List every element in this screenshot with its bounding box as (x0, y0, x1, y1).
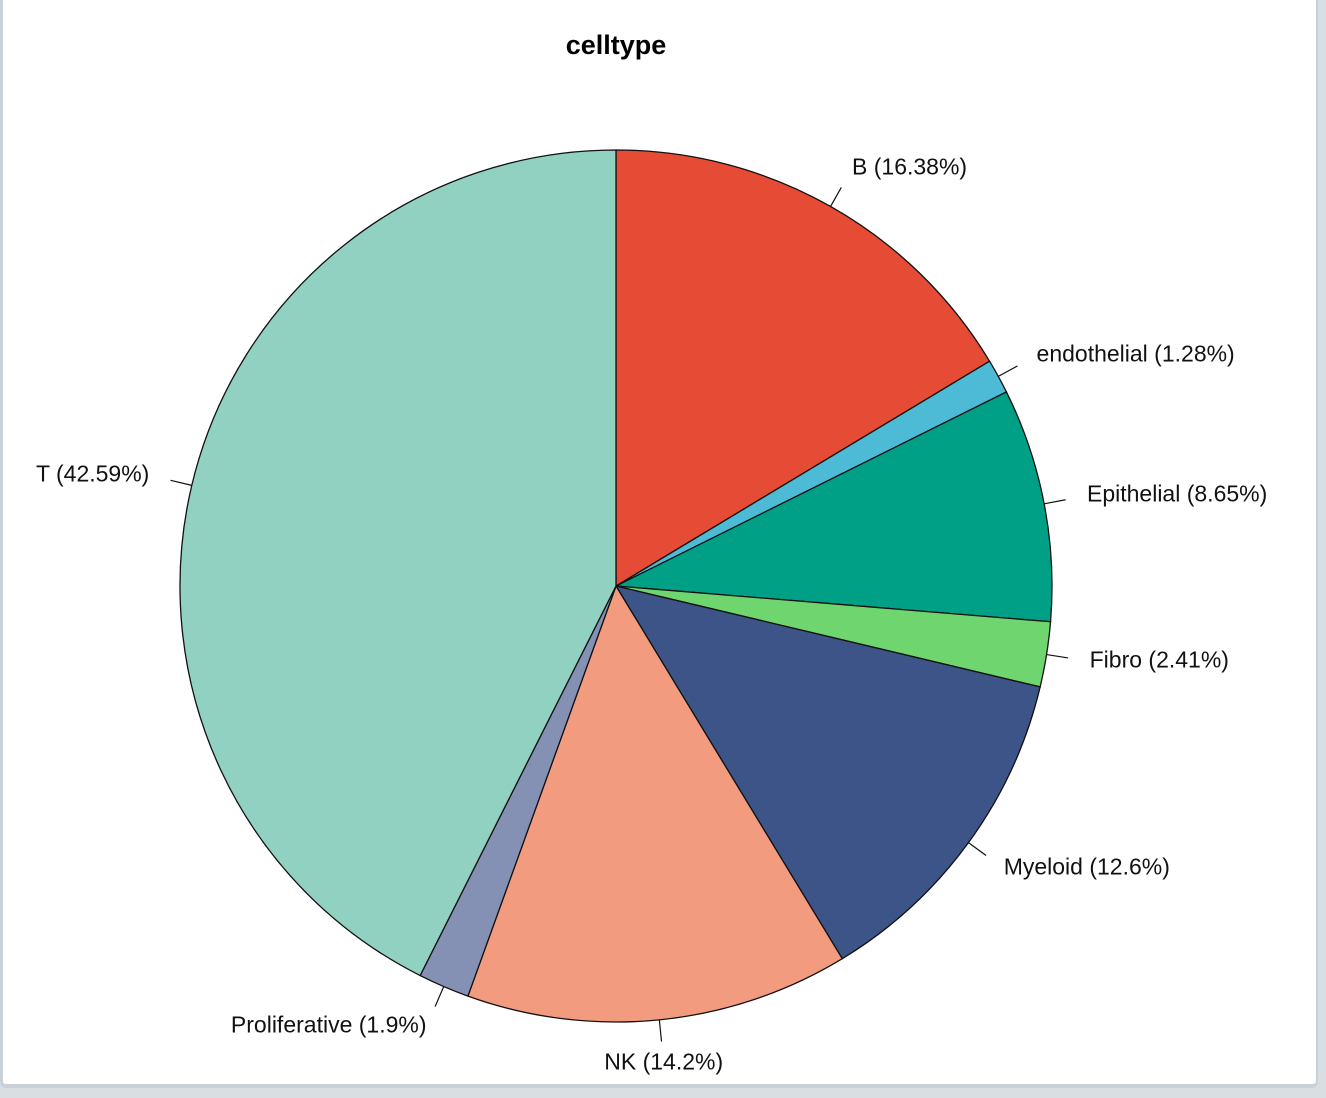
slice-label-endothelial: endothelial (1.28%) (1037, 341, 1235, 367)
pie-slice-b (615, 149, 991, 588)
leader-line-epithelial (1044, 499, 1066, 505)
slice-label-proliferative: Proliferative (1.9%) (231, 1012, 427, 1038)
slice-label-myeloid: Myeloid (12.6%) (1004, 853, 1170, 879)
pie-slice-myeloid (614, 585, 1041, 960)
chart-title: celltype (565, 30, 667, 60)
slice-label-fibro: Fibro (2.41%) (1090, 646, 1229, 672)
pie-slice-nk (467, 584, 844, 1023)
pie-chart: B (16.38%) endothelial (1.28%) Epithelial … (36, 149, 1267, 1074)
slice-label-nk: NK (14.2%) (604, 1048, 723, 1074)
leader-line-fibro (1046, 653, 1069, 659)
slice-label-epithelial: Epithelial (8.65%) (1087, 481, 1267, 507)
leader-line-endothelial (998, 365, 1018, 377)
leader-line-myeloid (968, 842, 987, 856)
leader-line-proliferative (434, 986, 445, 1007)
slice-label-b: B (16.38%) (852, 154, 967, 180)
leader-line-b (830, 187, 842, 207)
slice-label-t: T (42.59%) (36, 460, 149, 486)
leader-line-t (170, 479, 192, 486)
leader-line-nk (658, 1019, 663, 1042)
